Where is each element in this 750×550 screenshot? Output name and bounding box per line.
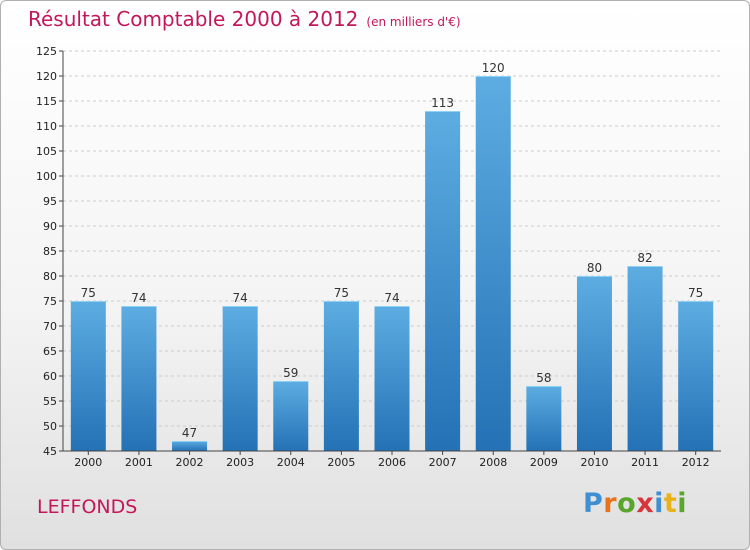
chart-title: Résultat Comptable 2000 à 2012 (en millie…: [28, 7, 461, 31]
bar-2000: [70, 301, 106, 451]
x-tick-label: 2001: [125, 456, 153, 469]
x-tick-label: 2010: [580, 456, 608, 469]
data-label: 113: [431, 96, 454, 110]
bar-2002: [172, 441, 208, 451]
title-unit: (en milliers d'€): [366, 15, 461, 29]
y-tick-label: 110: [36, 120, 57, 133]
bar-2010: [576, 276, 612, 451]
proxiti-logo: Proxiti: [583, 488, 687, 519]
y-tick-label: 65: [43, 345, 57, 358]
data-label: 80: [587, 261, 602, 275]
y-tick-label: 60: [43, 370, 57, 383]
data-label: 74: [131, 291, 146, 305]
bar-2011: [627, 266, 663, 451]
data-label: 74: [233, 291, 248, 305]
y-tick-label: 125: [36, 45, 57, 58]
data-label: 58: [536, 371, 551, 385]
data-label: 75: [81, 286, 96, 300]
y-tick-label: 95: [43, 195, 57, 208]
title-main: Résultat Comptable 2000 à 2012: [28, 7, 359, 31]
commune-name: LEFFONDS: [37, 496, 138, 518]
bar-2012: [678, 301, 714, 451]
x-tick-label: 2003: [226, 456, 254, 469]
x-tick-label: 2007: [429, 456, 457, 469]
y-tick-label: 80: [43, 270, 57, 283]
y-tick-label: 115: [36, 95, 57, 108]
bar-2006: [374, 306, 410, 451]
bar-2003: [222, 306, 258, 451]
logo-letter: x: [636, 488, 655, 519]
data-label: 82: [637, 251, 652, 265]
x-tick-label: 2004: [277, 456, 305, 469]
bar-2008: [475, 76, 511, 451]
y-tick-label: 105: [36, 145, 57, 158]
logo-letter: t: [663, 488, 678, 519]
x-tick-label: 2012: [682, 456, 710, 469]
data-label: 75: [688, 286, 703, 300]
data-label: 120: [482, 61, 505, 75]
x-tick-label: 2005: [327, 456, 355, 469]
y-tick-label: 55: [43, 395, 57, 408]
bar-2001: [121, 306, 157, 451]
x-tick-label: 2000: [74, 456, 102, 469]
logo-letter: P: [583, 488, 604, 519]
logo-letter: i: [677, 488, 688, 519]
x-tick-label: 2002: [176, 456, 204, 469]
data-label: 75: [334, 286, 349, 300]
y-tick-label: 120: [36, 70, 57, 83]
y-tick-label: 100: [36, 170, 57, 183]
x-tick-label: 2008: [479, 456, 507, 469]
y-tick-label: 50: [43, 420, 57, 433]
bar-2007: [425, 111, 461, 451]
logo-letter: o: [617, 488, 637, 519]
bar-2004: [273, 381, 309, 451]
y-tick-label: 90: [43, 220, 57, 233]
data-label: 74: [384, 291, 399, 305]
data-label: 59: [283, 366, 298, 380]
logo-letter: i: [654, 488, 664, 519]
x-tick-label: 2011: [631, 456, 659, 469]
y-tick-label: 70: [43, 320, 57, 333]
y-tick-label: 45: [43, 445, 57, 458]
x-tick-label: 2009: [530, 456, 558, 469]
y-tick-label: 75: [43, 295, 57, 308]
bar-2009: [526, 386, 562, 451]
data-label: 47: [182, 426, 197, 440]
logo-letter: r: [603, 488, 618, 519]
bar-2005: [323, 301, 359, 451]
x-tick-label: 2006: [378, 456, 406, 469]
y-tick-label: 85: [43, 245, 57, 258]
